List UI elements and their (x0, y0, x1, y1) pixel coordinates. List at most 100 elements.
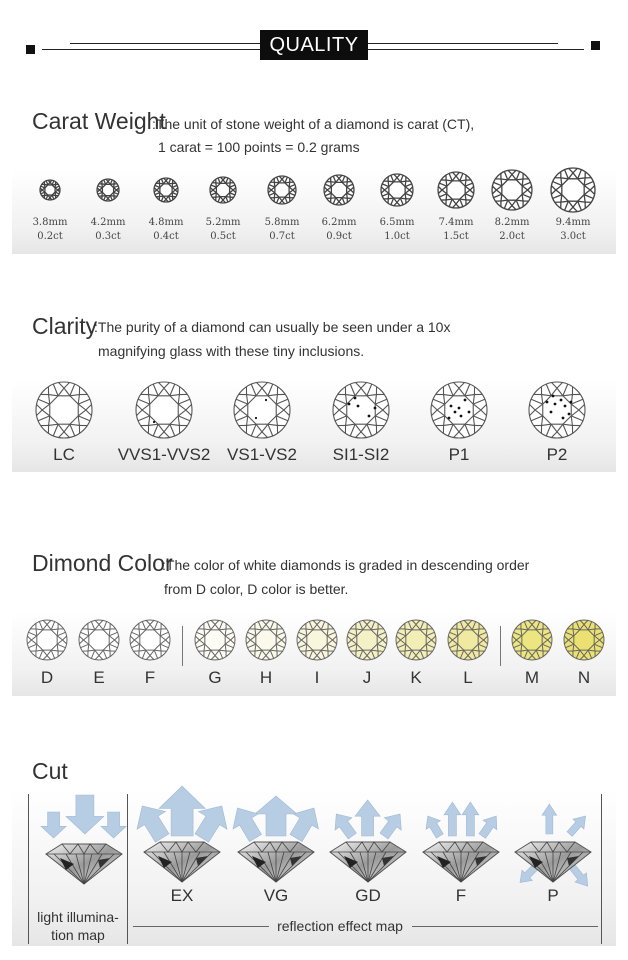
reflection-line-left (133, 926, 269, 927)
carat-mm-label: 4.2mm (90, 217, 126, 228)
clarity-diamond-icon (332, 381, 390, 439)
color-diamond-icon (245, 619, 287, 661)
reflection-arrow-icon (568, 863, 589, 887)
header-line-right (368, 49, 584, 50)
incoming-light-arrow-icon (65, 794, 105, 835)
cut-grade-label: EX (170, 886, 194, 905)
color-grade-label: D (40, 668, 54, 687)
carat-ct-label: 0.4ct (153, 231, 179, 242)
color-grade-label: J (362, 668, 372, 687)
clarity-desc-line2: magnifying glass with these tiny inclusi… (98, 343, 365, 359)
header-line-left-upper (70, 43, 260, 44)
reflection-arrow-icon (541, 803, 557, 835)
cut-left-label-line2: tion map (51, 927, 105, 943)
header-left-square (26, 45, 35, 54)
carat-ct-label: 0.9ct (326, 231, 352, 242)
color-diamond-icon (346, 619, 388, 661)
carat-mm-label: 3.8mm (32, 217, 68, 228)
carat-mm-label: 6.5mm (379, 217, 415, 228)
color-grade-label: M (524, 668, 540, 687)
clarity-grade-label: SI1-SI2 (332, 445, 390, 464)
clarity-grade-label: P1 (448, 445, 470, 464)
reflection-arrow-icon (461, 801, 479, 837)
cut-grade-label: F (455, 886, 467, 905)
clarity-diamond-icon (35, 381, 93, 439)
clarity-diamond-icon (430, 381, 488, 439)
clarity-shade (12, 380, 616, 472)
cut-grade-label: P (547, 886, 559, 905)
color-divider-2 (500, 626, 501, 666)
carat-ct-label: 1.5ct (443, 231, 469, 242)
carat-ct-label: 1.0ct (384, 231, 410, 242)
cut-left-label-line1: light illumina- (37, 909, 119, 925)
reflection-label: reflection effect map (277, 918, 403, 934)
color-grade-label: N (577, 668, 591, 687)
color-desc-line2: from D color, D color is better. (164, 581, 349, 597)
carat-mm-label: 6.2mm (321, 217, 357, 228)
clarity-diamond-icon (528, 381, 586, 439)
cut-frame-left (28, 794, 29, 944)
carat-desc-line2: 1 carat = 100 points = 0.2 grams (158, 139, 360, 155)
clarity-grade-label: VS1-VS2 (227, 445, 297, 464)
cut-diamond-side-icon (329, 841, 407, 883)
color-grade-label: L (463, 668, 473, 687)
reflection-arrow-icon (425, 815, 444, 839)
reflection-arrow-icon (233, 807, 263, 843)
color-diamond-icon (511, 619, 553, 661)
color-divider-1 (182, 626, 183, 666)
reflection-arrow-icon (334, 813, 357, 840)
reflection-arrow-icon (443, 801, 461, 837)
incoming-light-arrow-icon (100, 811, 128, 839)
color-title: Dimond Color (32, 550, 173, 576)
carat-mm-label: 8.2mm (494, 217, 530, 228)
color-grade-label: I (314, 668, 320, 687)
carat-diamond-icon (491, 169, 533, 211)
header-line-left (42, 49, 260, 50)
carat-ct-label: 3.0ct (560, 231, 586, 242)
clarity-title: Clarity (32, 313, 98, 339)
clarity-diamond-icon (233, 381, 291, 439)
clarity-desc-line1: :The purity of a diamond can usually be … (94, 319, 451, 335)
reflection-arrow-icon (194, 805, 228, 843)
color-diamond-icon (395, 619, 437, 661)
cut-grade-label: VG (263, 886, 289, 905)
cut-frame-right (601, 794, 602, 944)
color-grade-label: H (259, 668, 273, 687)
color-diamond-icon (447, 619, 489, 661)
color-diamond-icon (563, 619, 605, 661)
reflection-arrow-icon (566, 815, 587, 837)
clarity-grade-label: LC (53, 445, 75, 464)
color-diamond-icon (129, 619, 171, 661)
carat-diamond-icon (380, 173, 414, 207)
cut-diamond-side-icon (45, 843, 123, 885)
carat-title: Carat Weight (32, 108, 166, 134)
clarity-diamond-icon (135, 381, 193, 439)
carat-mm-label: 5.2mm (205, 217, 241, 228)
color-desc-line1: :The color of white diamonds is graded i… (162, 557, 530, 573)
carat-ct-label: 0.7ct (269, 231, 295, 242)
carat-diamond-icon (96, 178, 120, 202)
reflection-arrow-icon (254, 795, 298, 837)
reflection-arrow-icon (379, 813, 402, 840)
cut-grade-label: GD (355, 886, 381, 905)
reflection-line-right (412, 926, 598, 927)
carat-diamond-icon (323, 174, 355, 206)
reflection-arrow-icon (478, 815, 497, 839)
carat-diamond-icon (437, 171, 475, 209)
cut-diamond-side-icon (514, 841, 592, 883)
carat-mm-label: 4.8mm (148, 217, 184, 228)
color-grade-label: G (208, 668, 222, 687)
carat-mm-label: 7.4mm (438, 217, 474, 228)
carat-diamond-icon (550, 167, 596, 213)
color-diamond-icon (194, 619, 236, 661)
clarity-grade-label: P2 (546, 445, 568, 464)
header-right-square (591, 41, 600, 50)
cut-diamond-side-icon (422, 841, 500, 883)
carat-ct-label: 0.5ct (210, 231, 236, 242)
color-diamond-icon (78, 619, 120, 661)
carat-mm-label: 5.8mm (264, 217, 300, 228)
reflection-arrow-icon (289, 807, 319, 843)
carat-desc-line1: :The unit of stone weight of a diamond i… (152, 116, 475, 132)
carat-diamond-icon (153, 177, 179, 203)
carat-ct-label: 0.3ct (95, 231, 121, 242)
